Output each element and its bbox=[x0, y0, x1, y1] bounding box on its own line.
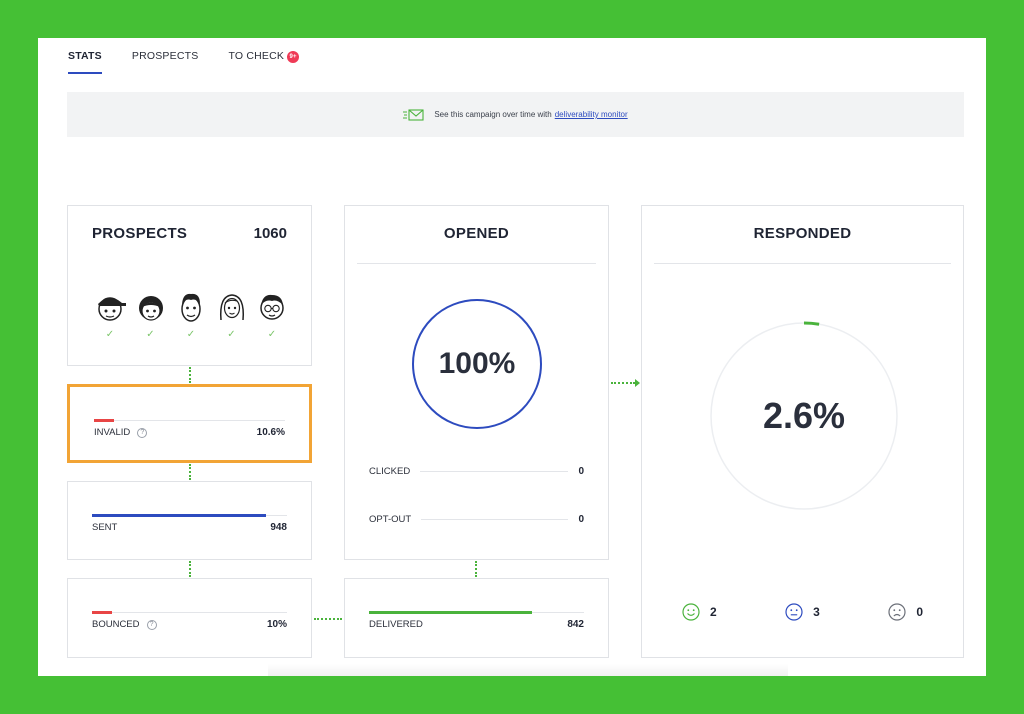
sentiment-negative[interactable]: 0 bbox=[888, 603, 923, 621]
opened-ring-chart bbox=[412, 299, 542, 429]
responded-card: RESPONDED 2.6% 2 3 bbox=[641, 205, 964, 658]
connector-dots bbox=[189, 464, 191, 480]
divider bbox=[654, 263, 951, 264]
tab-stats[interactable]: STATS bbox=[68, 38, 102, 74]
optout-value: 0 bbox=[578, 514, 584, 525]
delivered-label: DELIVERED bbox=[369, 619, 423, 630]
invalid-bar bbox=[94, 419, 285, 422]
sentiment-row: 2 3 0 bbox=[682, 603, 923, 621]
check-icon: ✓ bbox=[186, 329, 196, 340]
scroll-shadow bbox=[268, 664, 788, 676]
tab-prospects[interactable]: PROSPECTS bbox=[131, 50, 199, 62]
invalid-value: 10.6% bbox=[256, 427, 285, 438]
avatar-glasses-icon bbox=[260, 294, 284, 320]
sentiment-positive[interactable]: 2 bbox=[682, 603, 717, 621]
check-icon: ✓ bbox=[105, 329, 115, 340]
positive-count: 2 bbox=[710, 605, 717, 619]
sent-bar bbox=[92, 514, 287, 517]
invalid-label-row: INVALID? bbox=[94, 427, 148, 438]
avatar-cap-icon bbox=[98, 297, 126, 321]
campaign-stats-panel: STATS PROSPECTS TO CHECK 9+ See this camp… bbox=[38, 38, 986, 676]
banner-text: See this campaign over time with bbox=[434, 110, 552, 119]
happy-face-icon bbox=[682, 603, 700, 621]
connector-dots bbox=[611, 382, 635, 384]
avatar: ✓ bbox=[92, 290, 128, 340]
avatar-woman-long-hair-icon bbox=[219, 294, 244, 321]
connector-arrow-icon bbox=[635, 379, 640, 387]
divider bbox=[421, 519, 569, 520]
opened-title: OPENED bbox=[443, 225, 510, 242]
avatar: ✓ bbox=[254, 290, 290, 340]
email-chart-icon bbox=[403, 108, 424, 121]
avatar: ✓ bbox=[173, 290, 209, 340]
sent-value: 948 bbox=[270, 522, 287, 533]
divider bbox=[420, 471, 569, 472]
bounced-card[interactable]: BOUNCED? 10% bbox=[67, 578, 312, 658]
deliverability-monitor-link[interactable]: deliverability monitor bbox=[554, 110, 628, 119]
connector-dots bbox=[475, 561, 477, 577]
divider bbox=[357, 263, 596, 264]
check-icon: ✓ bbox=[146, 329, 155, 340]
delivered-bar-fill bbox=[369, 611, 533, 614]
prospects-title: PROSPECTS bbox=[92, 225, 188, 242]
responded-ring-chart bbox=[709, 321, 899, 511]
tab-to-check[interactable]: TO CHECK 9+ bbox=[228, 38, 300, 74]
negative-count: 0 bbox=[916, 605, 923, 619]
avatar-row: ✓ ✓ ✓ bbox=[92, 290, 290, 340]
bounced-value: 10% bbox=[266, 619, 287, 630]
avatar-girl-bangs-icon bbox=[138, 296, 163, 321]
optout-row: OPT-OUT 0 bbox=[369, 514, 584, 525]
deliverability-banner: See this campaign over time with deliver… bbox=[67, 92, 964, 137]
tab-bar: STATS PROSPECTS TO CHECK 9+ bbox=[68, 38, 329, 88]
neutral-count: 3 bbox=[813, 605, 820, 619]
sent-label: SENT bbox=[92, 522, 118, 533]
responded-percent: 2.6% bbox=[762, 395, 846, 436]
responded-title: RESPONDED bbox=[753, 225, 852, 242]
sent-bar-fill bbox=[92, 514, 267, 517]
to-check-badge: 9+ bbox=[287, 51, 300, 63]
check-icon: ✓ bbox=[227, 329, 236, 340]
bounced-bar bbox=[92, 611, 287, 614]
bounced-label: BOUNCED bbox=[92, 619, 140, 630]
opened-ring-arc bbox=[412, 299, 542, 429]
bounced-label-row: BOUNCED? bbox=[92, 619, 157, 630]
clicked-value: 0 bbox=[578, 466, 584, 477]
info-icon[interactable]: ? bbox=[146, 619, 157, 630]
opened-card: OPENED 100% CLICKED 0 OPT-OUT 0 bbox=[344, 205, 609, 560]
bounced-bar-fill bbox=[92, 611, 112, 614]
sent-card[interactable]: SENT 948 bbox=[67, 481, 312, 560]
clicked-label: CLICKED bbox=[369, 466, 411, 477]
info-icon[interactable]: ? bbox=[137, 427, 148, 438]
avatar: ✓ bbox=[133, 290, 169, 340]
delivered-bar bbox=[369, 611, 584, 614]
prospects-card: PROSPECTS 1060 ✓ ✓ bbox=[67, 205, 312, 366]
delivered-card[interactable]: DELIVERED 842 bbox=[344, 578, 609, 658]
sentiment-neutral[interactable]: 3 bbox=[785, 603, 820, 621]
connector-dots bbox=[189, 367, 191, 383]
invalid-label: INVALID bbox=[94, 427, 131, 438]
check-icon: ✓ bbox=[267, 329, 277, 340]
sad-face-icon bbox=[888, 603, 906, 621]
clicked-row: CLICKED 0 bbox=[369, 466, 584, 477]
opened-percent: 100% bbox=[438, 347, 516, 380]
connector-dots bbox=[314, 618, 342, 620]
responded-ring-arc bbox=[709, 321, 899, 511]
neutral-face-icon bbox=[785, 603, 803, 621]
optout-label: OPT-OUT bbox=[369, 514, 412, 525]
delivered-value: 842 bbox=[567, 619, 584, 630]
invalid-bar-fill bbox=[94, 419, 115, 422]
invalid-card[interactable]: INVALID? 10.6% bbox=[67, 384, 312, 463]
connector-dots bbox=[189, 561, 191, 577]
avatar-boy-hair-icon bbox=[181, 293, 201, 322]
avatar: ✓ bbox=[214, 290, 250, 340]
prospects-count: 1060 bbox=[253, 225, 287, 242]
